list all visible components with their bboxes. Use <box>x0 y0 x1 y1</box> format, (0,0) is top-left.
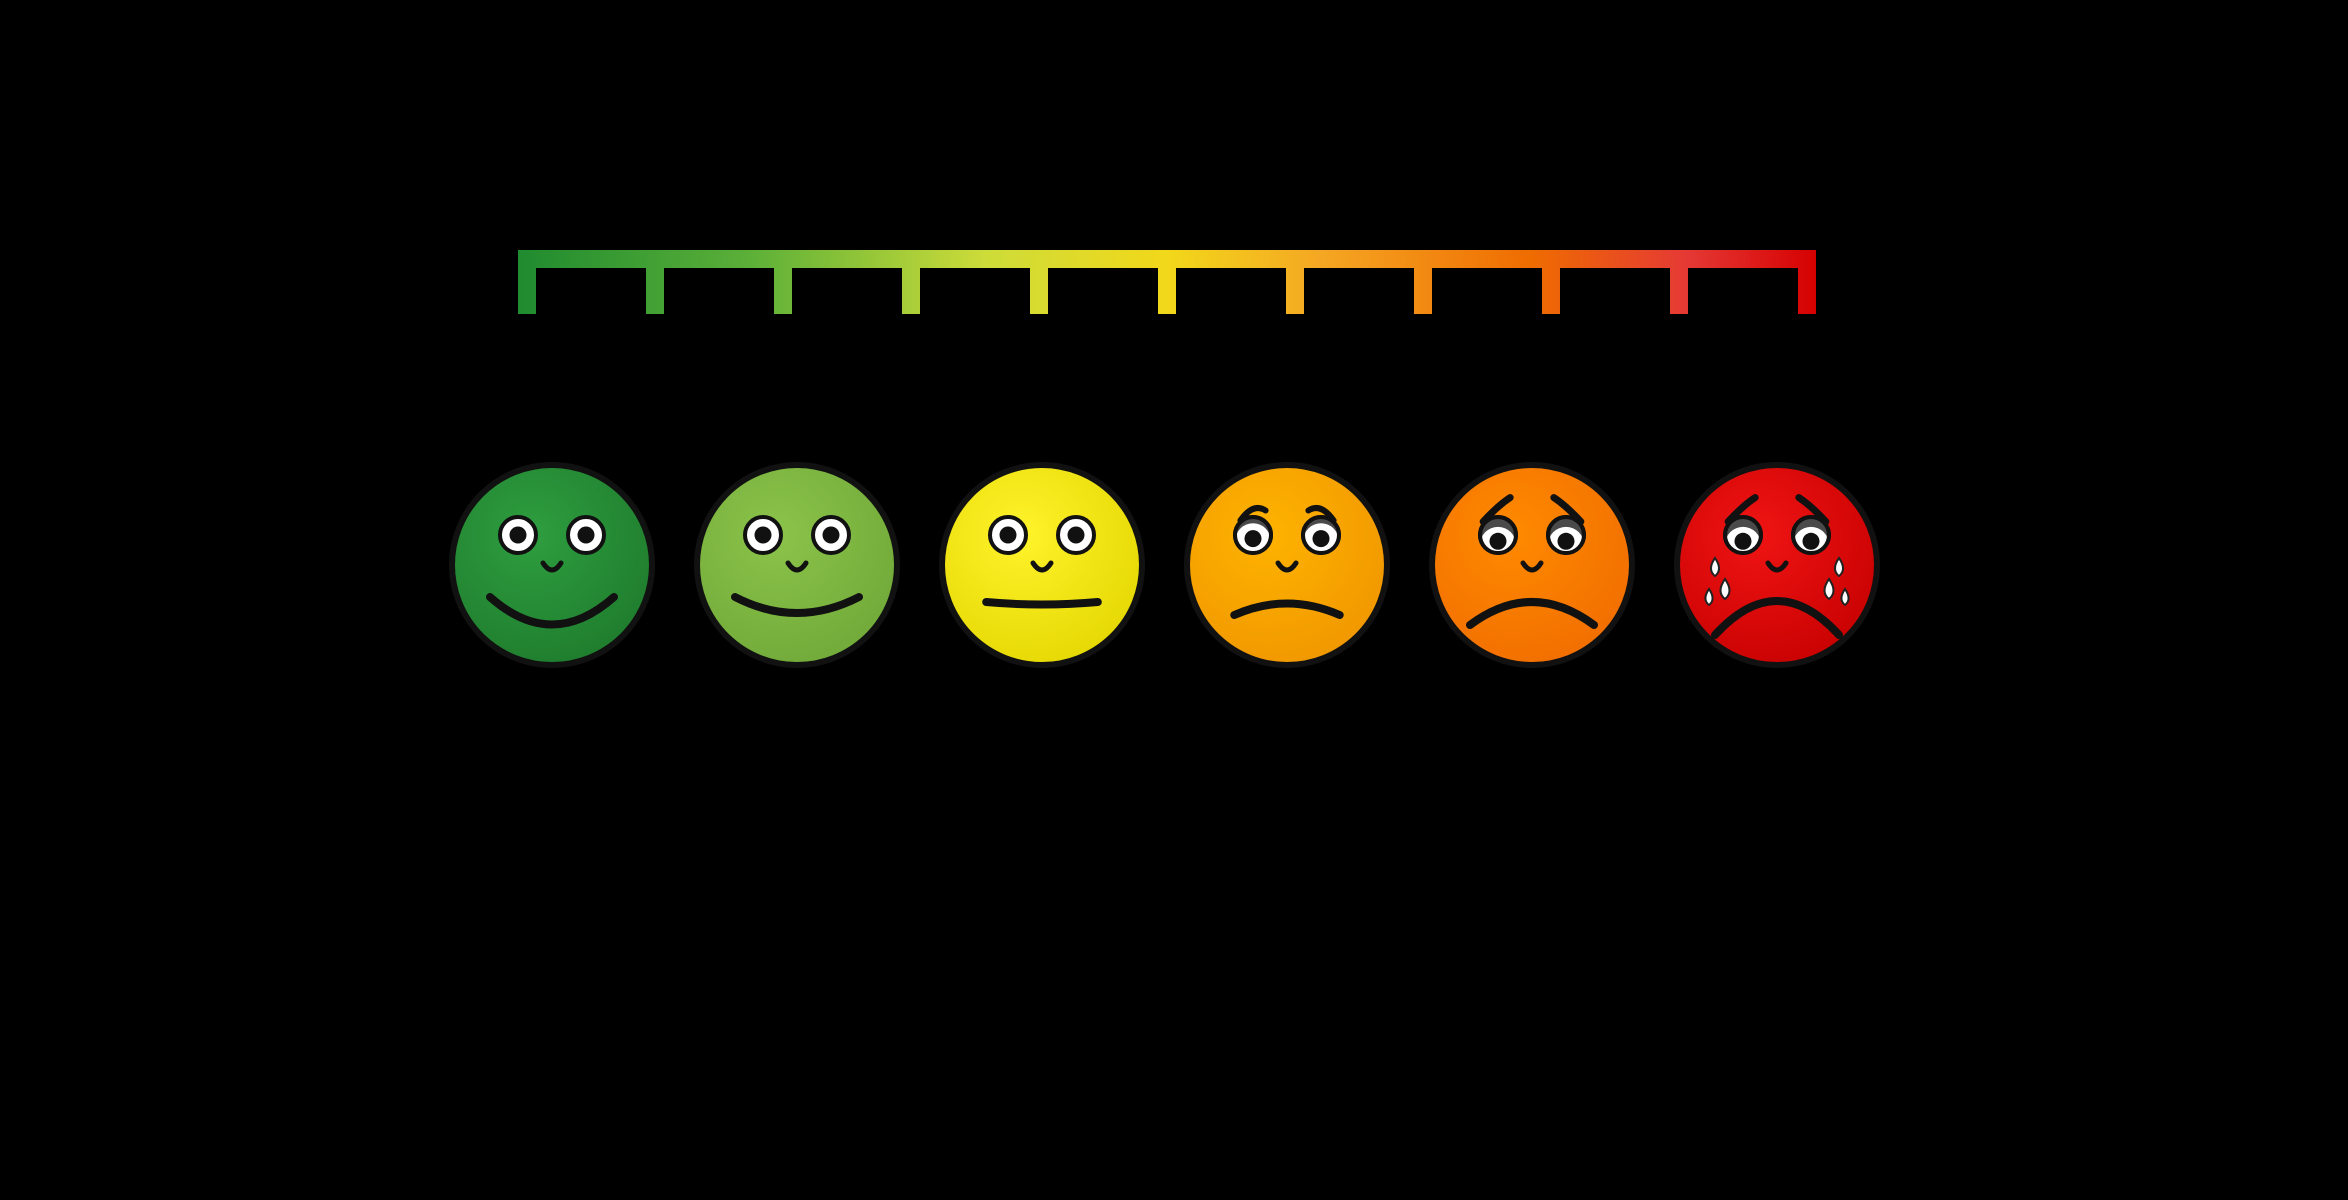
tear-icon <box>1841 589 1848 605</box>
tear-icon <box>1705 589 1712 605</box>
face-uneasy <box>1187 465 1387 665</box>
face-crying <box>1677 465 1877 665</box>
face-neutral <box>942 465 1142 665</box>
pain-scale-diagram <box>407 0 1942 784</box>
tear-icon <box>1834 558 1842 576</box>
mouth <box>986 602 1098 605</box>
face-sad <box>1432 465 1632 665</box>
tear-icon <box>1710 558 1718 576</box>
face-very-happy <box>452 465 652 665</box>
face-happy <box>697 465 897 665</box>
